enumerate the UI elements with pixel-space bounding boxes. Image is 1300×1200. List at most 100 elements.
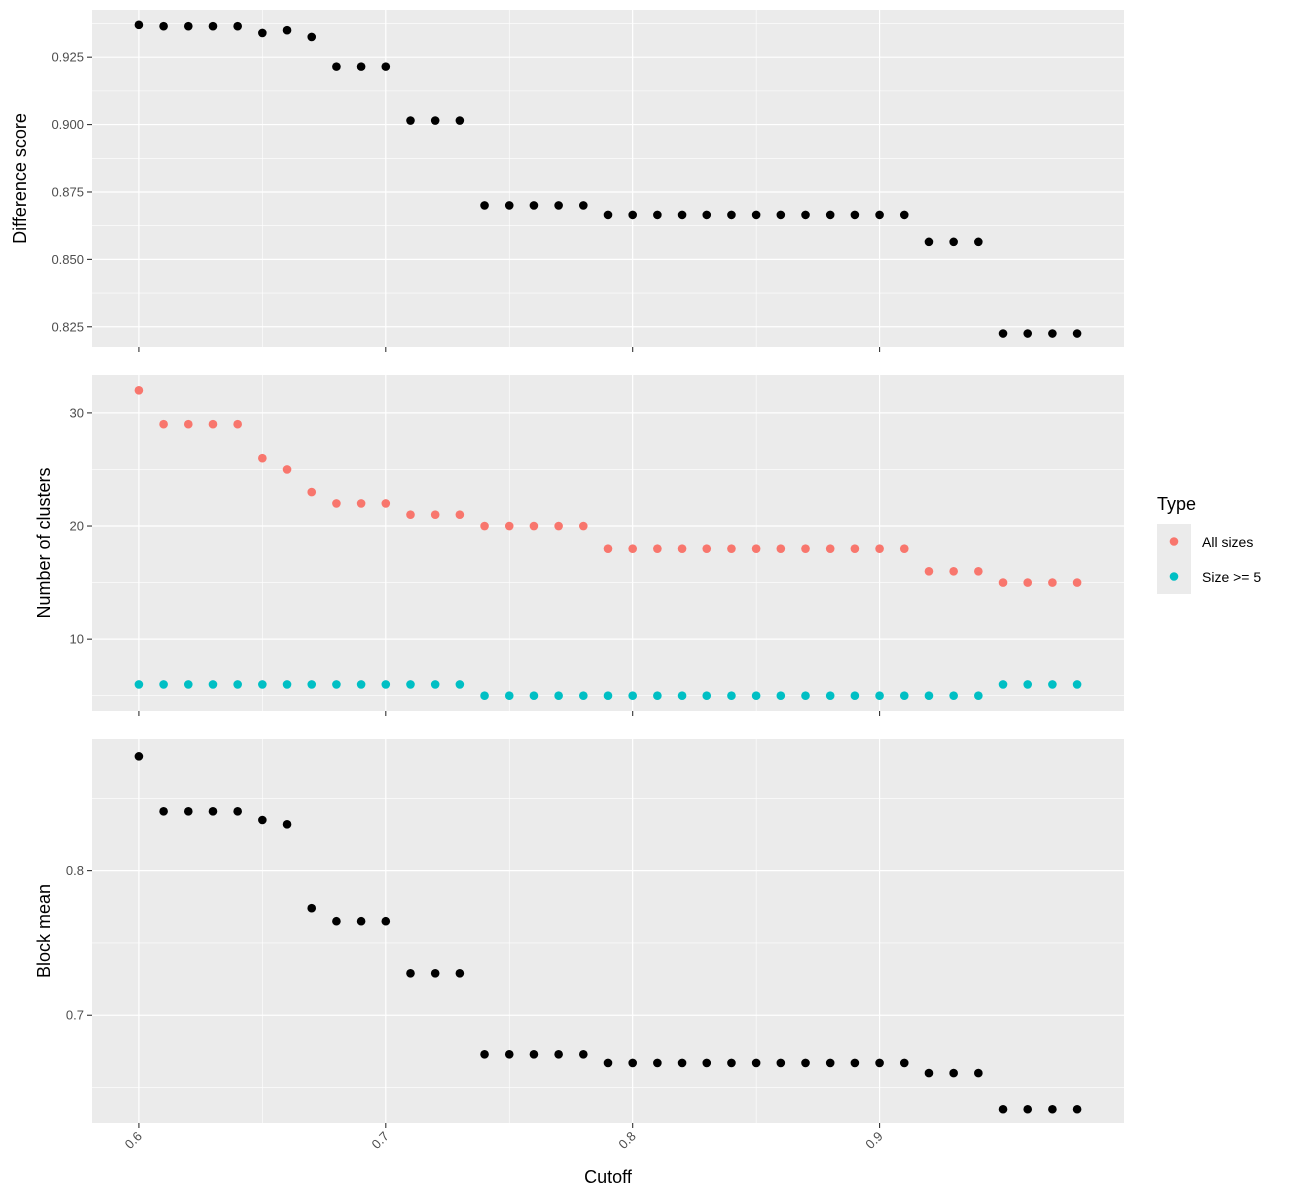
data-point <box>875 1058 884 1068</box>
data-point-size-ge-5 <box>1048 680 1057 689</box>
data-point-size-ge-5 <box>480 691 489 701</box>
legend-key-dot <box>1169 572 1179 581</box>
data-point <box>332 916 341 926</box>
data-point <box>1023 329 1033 338</box>
data-point <box>801 1058 810 1068</box>
data-point <box>727 1058 736 1068</box>
x-tick-label: 0.7 <box>369 1129 392 1152</box>
data-point-all-sizes <box>381 499 391 508</box>
data-point-all-sizes <box>159 419 168 429</box>
data-point <box>208 21 218 31</box>
data-point-all-sizes <box>677 544 687 553</box>
data-point <box>1072 1104 1082 1114</box>
data-point-size-ge-5 <box>159 680 168 689</box>
data-point <box>183 807 193 816</box>
data-point <box>183 21 193 31</box>
data-point <box>233 21 242 31</box>
data-point <box>974 1068 983 1078</box>
data-point <box>356 62 366 71</box>
y-tick-label: 0.7 <box>66 1008 84 1023</box>
data-point-size-ge-5 <box>727 691 736 701</box>
data-point-all-sizes <box>974 566 983 576</box>
data-point-all-sizes <box>949 566 958 576</box>
data-point <box>801 210 810 220</box>
data-point <box>702 210 712 220</box>
data-point <box>455 969 465 978</box>
data-point <box>406 116 415 125</box>
data-point <box>480 201 489 210</box>
data-point-size-ge-5 <box>974 691 983 701</box>
panel-background <box>92 375 1124 711</box>
data-point <box>504 201 514 210</box>
data-point-all-sizes <box>1023 578 1033 587</box>
legend-key-dot <box>1169 537 1179 546</box>
data-point-all-sizes <box>776 544 786 553</box>
x-tick-label: 0.9 <box>862 1129 885 1152</box>
data-point-size-ge-5 <box>554 691 563 701</box>
data-point-all-sizes <box>727 544 736 553</box>
y-tick-label: 0.850 <box>51 252 84 267</box>
data-point-size-ge-5 <box>1072 680 1082 689</box>
data-point <box>529 201 539 210</box>
data-point <box>381 916 391 926</box>
data-point <box>282 820 292 829</box>
data-point <box>949 237 958 247</box>
data-point <box>850 210 860 220</box>
data-point-size-ge-5 <box>825 691 835 701</box>
data-point-size-ge-5 <box>455 680 465 689</box>
data-point-all-sizes <box>183 419 193 429</box>
data-point-size-ge-5 <box>875 691 884 701</box>
data-point <box>529 1049 539 1059</box>
data-point-size-ge-5 <box>356 680 366 689</box>
data-point-all-sizes <box>529 521 539 531</box>
data-point <box>258 815 267 825</box>
data-point-size-ge-5 <box>381 680 391 689</box>
data-point-size-ge-5 <box>899 691 909 701</box>
data-point <box>406 969 415 978</box>
data-point-all-sizes <box>998 578 1008 587</box>
data-point-size-ge-5 <box>208 680 218 689</box>
data-point-all-sizes <box>801 544 810 553</box>
data-point-size-ge-5 <box>529 691 539 701</box>
data-point-all-sizes <box>455 510 465 520</box>
data-point <box>751 1058 761 1068</box>
data-point <box>1048 329 1057 338</box>
data-point <box>949 1068 958 1078</box>
y-axis-title: Number of clusters <box>34 467 54 618</box>
data-point-all-sizes <box>430 510 440 520</box>
data-point-size-ge-5 <box>282 680 292 689</box>
data-point <box>282 25 292 35</box>
data-point-all-sizes <box>282 465 292 474</box>
data-point <box>974 237 983 247</box>
data-point-size-ge-5 <box>579 691 588 701</box>
data-point <box>430 969 440 978</box>
y-tick-label: 0.875 <box>51 184 84 199</box>
data-point-size-ge-5 <box>233 680 242 689</box>
data-point-size-ge-5 <box>751 691 761 701</box>
data-point <box>579 1049 588 1059</box>
data-point <box>998 1104 1008 1114</box>
data-point <box>307 32 317 42</box>
data-point <box>159 807 168 816</box>
data-point-size-ge-5 <box>702 691 712 701</box>
data-point <box>455 116 465 125</box>
data-point-all-sizes <box>332 499 341 508</box>
data-point <box>332 62 341 71</box>
data-point-size-ge-5 <box>603 691 613 701</box>
y-tick-label: 0.925 <box>51 50 84 65</box>
data-point <box>1023 1104 1033 1114</box>
data-point-size-ge-5 <box>653 691 662 701</box>
data-point-all-sizes <box>850 544 860 553</box>
data-point <box>850 1058 860 1068</box>
data-point <box>899 1058 909 1068</box>
data-point-size-ge-5 <box>924 691 934 701</box>
data-point <box>208 807 218 816</box>
y-axis-title: Difference score <box>10 113 30 244</box>
data-point-all-sizes <box>579 521 588 531</box>
data-point <box>480 1049 489 1059</box>
legend-label: Size >= 5 <box>1202 569 1261 585</box>
data-point-size-ge-5 <box>801 691 810 701</box>
data-point <box>825 210 835 220</box>
data-point-all-sizes <box>628 544 637 553</box>
data-point-size-ge-5 <box>504 691 514 701</box>
